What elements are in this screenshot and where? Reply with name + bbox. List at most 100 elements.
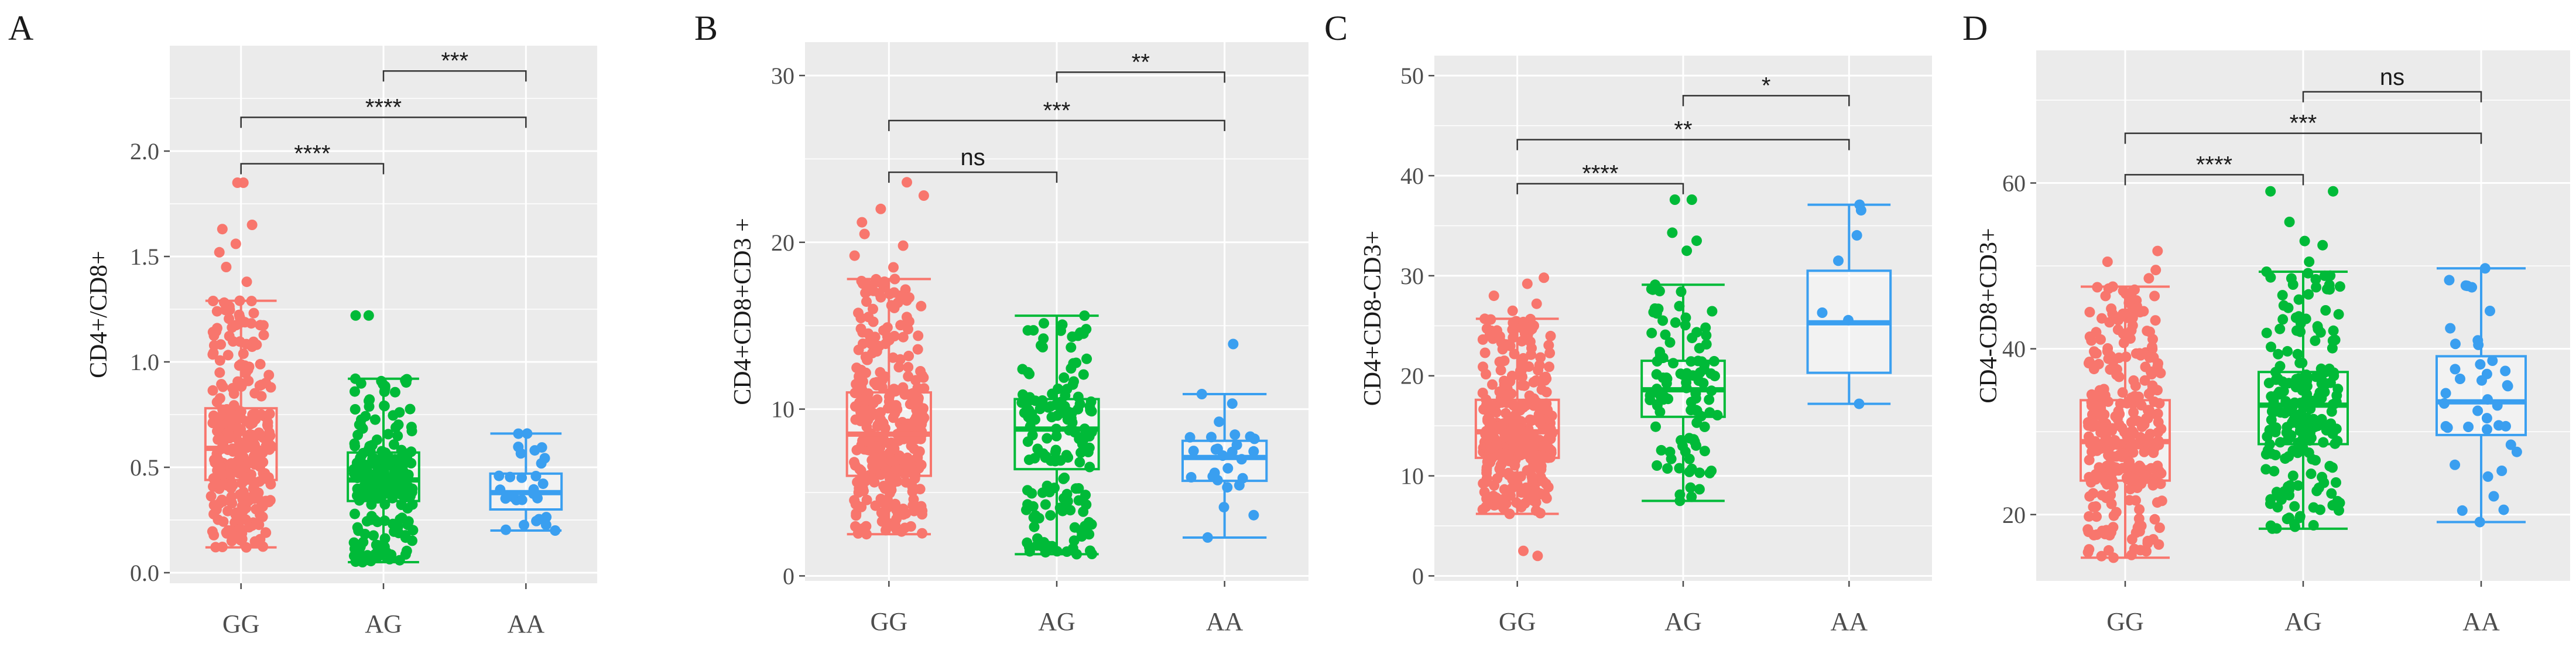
data-point <box>1069 522 1080 533</box>
data-point <box>255 358 266 370</box>
data-point <box>1083 516 1094 528</box>
x-tick-label: AA <box>508 610 545 638</box>
data-point <box>505 471 516 483</box>
data-point <box>225 405 236 416</box>
data-point <box>1686 491 1697 502</box>
data-point <box>2274 361 2286 372</box>
significance-label: *** <box>441 48 468 74</box>
data-point <box>1685 482 1696 493</box>
data-point <box>1503 389 1514 401</box>
bracket-line <box>2302 91 2482 102</box>
data-point <box>365 514 376 525</box>
x-tick-label: AG <box>1038 607 1075 636</box>
data-point <box>214 393 225 404</box>
data-point <box>242 364 254 375</box>
data-point <box>2145 326 2155 337</box>
data-point <box>2141 413 2152 424</box>
data-point <box>2098 426 2109 437</box>
data-point <box>1515 450 1526 461</box>
data-point <box>2272 373 2283 384</box>
panel-letter: D <box>1962 9 1988 47</box>
data-point <box>539 453 550 464</box>
significance-label: ns <box>2380 64 2404 90</box>
data-point <box>910 396 922 407</box>
significance-label: **** <box>365 94 402 120</box>
data-point <box>2304 256 2315 267</box>
data-point <box>1207 471 1218 482</box>
data-point <box>1691 405 1703 416</box>
data-point <box>217 404 228 415</box>
data-point <box>2320 305 2331 316</box>
data-point <box>1527 443 1538 453</box>
data-point <box>871 346 882 357</box>
data-point <box>516 494 527 505</box>
data-point <box>2083 358 2094 369</box>
bracket-line <box>1516 183 1684 194</box>
data-point <box>1645 390 1656 401</box>
data-point <box>907 388 919 399</box>
data-point <box>217 542 228 552</box>
data-point <box>1019 398 1030 409</box>
data-point <box>2328 370 2339 381</box>
data-point <box>1704 467 1715 478</box>
data-point <box>2113 353 2125 363</box>
data-point <box>2298 428 2310 439</box>
box-aa <box>2435 263 2527 528</box>
data-point <box>352 555 363 566</box>
data-point <box>2330 334 2341 345</box>
data-point <box>1066 363 1077 374</box>
box-ag <box>347 310 420 567</box>
data-point <box>262 435 273 446</box>
data-point <box>2310 371 2321 382</box>
y-tick-label: 20 <box>1400 363 1424 389</box>
data-point <box>2487 355 2498 366</box>
data-point <box>2084 454 2095 466</box>
data-point <box>1532 550 1543 562</box>
data-point <box>2475 359 2486 370</box>
bracket-line <box>1682 95 1850 107</box>
data-point <box>1505 340 1516 351</box>
data-point <box>234 360 245 371</box>
y-tick-label: 10 <box>1400 463 1424 490</box>
data-point <box>1509 348 1520 360</box>
data-point <box>1485 314 1496 325</box>
data-point <box>208 529 220 540</box>
data-point <box>1540 478 1551 490</box>
data-point <box>903 324 913 335</box>
data-point <box>211 306 222 317</box>
data-point <box>386 482 397 492</box>
data-point <box>2084 491 2095 502</box>
data-point <box>208 296 218 306</box>
data-point <box>1080 490 1091 501</box>
data-point <box>222 427 234 438</box>
data-point <box>1083 446 1094 457</box>
data-point <box>1050 447 1061 457</box>
panel-letter: C <box>1324 9 1348 47</box>
data-point <box>2482 471 2493 482</box>
data-point <box>1516 336 1527 347</box>
data-point <box>2266 448 2277 459</box>
y-tick-label: 0.0 <box>130 560 159 586</box>
data-point <box>256 379 267 391</box>
data-point <box>379 401 390 412</box>
data-point <box>2144 405 2154 416</box>
data-point <box>1690 393 1701 404</box>
data-point <box>2463 422 2474 432</box>
data-point <box>2307 454 2318 465</box>
data-point <box>1536 464 1547 475</box>
data-point <box>871 379 882 391</box>
data-point <box>868 316 879 327</box>
data-point <box>871 453 882 464</box>
data-point <box>1674 463 1685 474</box>
data-point <box>2149 290 2160 302</box>
data-point <box>225 525 237 536</box>
box-aa <box>1181 338 1268 543</box>
data-point <box>2303 289 2314 300</box>
data-point <box>2511 446 2522 457</box>
data-point <box>1037 487 1048 498</box>
data-point <box>1495 365 1506 376</box>
data-point <box>207 349 218 360</box>
data-point <box>251 518 262 529</box>
data-point <box>2327 462 2338 473</box>
